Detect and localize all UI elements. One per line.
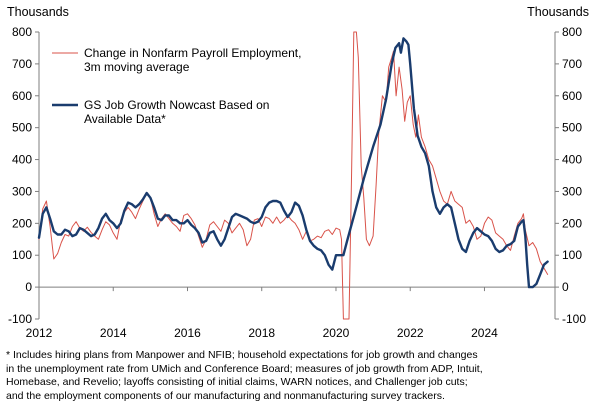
y-tick-label-left: 500 xyxy=(12,121,32,135)
y-tick-label-right: 300 xyxy=(562,184,582,198)
legend-payroll-label-line: Change in Nonfarm Payroll Employment, xyxy=(84,46,301,60)
y-tick-label-right: 500 xyxy=(562,121,582,135)
y-tick-label-left: 800 xyxy=(12,25,32,39)
y-tick-label-right: 400 xyxy=(562,153,582,167)
y-tick-label-left: 100 xyxy=(12,248,32,262)
y-tick-label-left: 300 xyxy=(12,184,32,198)
y-axis-label-right: Thousands xyxy=(527,5,589,19)
x-tick-label: 2020 xyxy=(323,326,350,340)
x-tick-label: 2016 xyxy=(174,326,201,340)
x-tick-label: 2014 xyxy=(100,326,127,340)
legend-payroll-label-line: 3m moving average xyxy=(84,60,190,74)
y-tick-label-right: 700 xyxy=(562,57,582,71)
legend-nowcast-label-line: GS Job Growth Nowcast Based on xyxy=(84,98,269,112)
footnote: * Includes hiring plans from Manpower an… xyxy=(6,349,591,403)
y-tick-label-left: -100 xyxy=(8,312,32,326)
y-tick-label-right: -100 xyxy=(562,312,586,326)
x-tick-label: 2022 xyxy=(397,326,424,340)
y-tick-label-left: 600 xyxy=(12,89,32,103)
x-tick-label: 2018 xyxy=(248,326,275,340)
legend-nowcast-label: GS Job Growth Nowcast Based on Available … xyxy=(84,98,269,126)
x-tick-label: 2012 xyxy=(26,326,53,340)
legend-payroll-label: Change in Nonfarm Payroll Employment, 3m … xyxy=(84,46,301,74)
y-tick-label-right: 600 xyxy=(562,89,582,103)
y-tick-label-left: 700 xyxy=(12,57,32,71)
footnote-line-2: in the unemployment rate from UMich and … xyxy=(6,362,483,375)
payroll-3m-avg-line xyxy=(38,31,549,320)
footnote-line-3: Homebase, and Revelio; layoffs consistin… xyxy=(6,376,468,388)
footnote-line-4: and the employment components of our man… xyxy=(6,389,445,402)
legend-nowcast-label-line: Available Data* xyxy=(84,112,166,126)
y-axis-label-left: Thousands xyxy=(7,5,69,19)
y-tick-label-right: 200 xyxy=(562,216,582,230)
y-tick-label-right: 800 xyxy=(562,25,582,39)
line-chart: Thousands Thousands -100 -100 0 0 100 100 200 200… xyxy=(7,5,589,340)
y-tick-label-left: 400 xyxy=(12,153,32,167)
gs-nowcast-line xyxy=(37,37,549,289)
footnote-line-1: * Includes hiring plans from Manpower an… xyxy=(6,349,478,361)
x-tick-label: 2024 xyxy=(471,326,498,340)
y-tick-label-right: 100 xyxy=(562,248,582,262)
y-tick-label-left: 0 xyxy=(25,280,32,294)
y-tick-label-left: 200 xyxy=(12,216,32,230)
y-tick-label-right: 0 xyxy=(562,280,569,294)
